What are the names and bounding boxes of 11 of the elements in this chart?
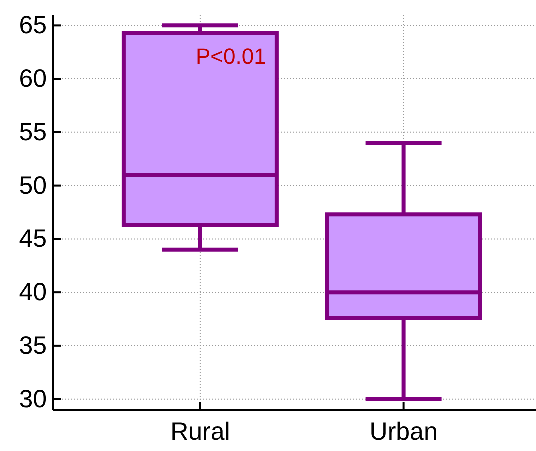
y-tick-label: 35 [19, 332, 47, 360]
y-tick-label: 45 [19, 225, 47, 254]
x-tick-label: Rural [170, 418, 230, 446]
y-tick-label: 60 [19, 65, 47, 94]
y-tick-label: 30 [19, 385, 47, 414]
annotation: P<0.01 [196, 44, 266, 69]
y-tick-label: 65 [19, 12, 47, 40]
y-tick-label: 40 [19, 278, 47, 307]
x-tick-label: Urban [370, 418, 438, 446]
y-tick-label: 50 [19, 172, 47, 200]
y-tick-label: 55 [19, 118, 47, 146]
